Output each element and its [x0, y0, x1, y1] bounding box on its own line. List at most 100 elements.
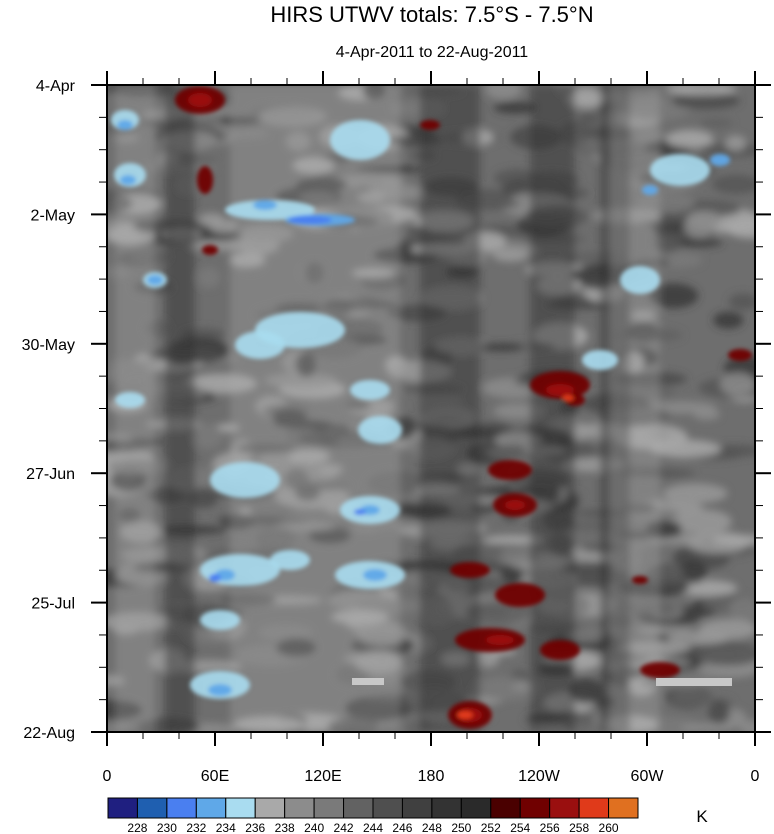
colorbar-box: [225, 797, 256, 819]
field-feature: [620, 266, 660, 294]
colorbar-level-label: 254: [510, 821, 530, 834]
field-feature: [642, 185, 658, 195]
colorbar-box: [519, 797, 551, 819]
field-patch: [699, 619, 755, 640]
field-patch: [477, 343, 524, 352]
colorbar-box: [608, 797, 639, 819]
field-patch: [729, 596, 755, 623]
colorbar-box: [195, 797, 227, 819]
field-feature: [120, 175, 136, 185]
colorbar-box: [284, 797, 315, 819]
field-feature: [210, 462, 280, 498]
field-features: [111, 86, 752, 729]
field-patch: [669, 687, 714, 707]
colorbar-box: [401, 797, 433, 819]
field-light-band: [610, 85, 660, 732]
colorbar-box: [431, 797, 462, 819]
x-axis: 0 60E 120E 180 120W 60W 0: [103, 71, 760, 785]
field-patch: [671, 509, 732, 535]
field-feature: [208, 684, 232, 696]
field-patch: [578, 111, 599, 127]
field-patch: [725, 135, 747, 151]
field-feature: [235, 331, 285, 359]
field-patch: [483, 535, 543, 545]
x-tick-label: 0: [103, 768, 112, 785]
colorbar-box: [313, 797, 345, 819]
field-feature: [115, 392, 145, 408]
field-feature: [358, 416, 402, 444]
field-feature: [288, 216, 332, 224]
field-feature: [270, 550, 310, 570]
field-feature: [650, 154, 710, 186]
field-patch: [712, 534, 755, 546]
colorbar-level-label: 234: [216, 821, 236, 834]
x-tick-label: 120W: [518, 768, 561, 785]
field-patch: [510, 682, 532, 692]
colorbar-box: [166, 797, 197, 819]
field-patch: [711, 174, 755, 194]
colorbar-box: [254, 797, 286, 819]
field-feature: [350, 380, 390, 400]
colorbar-level-label: 246: [392, 821, 412, 834]
field-patch: [726, 218, 755, 239]
chart-subtitle: 4-Apr-2011 to 22-Aug-2011: [336, 44, 529, 61]
colorbar-level-label: 232: [186, 821, 206, 834]
field-feature: [486, 635, 514, 645]
field-feature: [450, 562, 490, 578]
y-tick-label: 30-May: [22, 337, 75, 354]
colorbar: 228 230 232 234 236 238 240 242 244 246 248 250 252 2…: [107, 797, 639, 834]
field-feature: [728, 349, 752, 361]
field-patch: [694, 643, 755, 666]
colorbar-level-label: 242: [334, 821, 354, 834]
field-feature: [505, 500, 525, 510]
field-patch: [567, 89, 607, 108]
y-tick-label: 4-Apr: [36, 78, 76, 95]
colorbar-level-label: 240: [304, 821, 324, 834]
field-feature: [147, 275, 163, 285]
field-feature: [117, 120, 133, 130]
field-feature: [495, 583, 545, 607]
x-tick-label: 0: [751, 768, 760, 785]
field-patch: [565, 628, 606, 643]
field-patch: [671, 92, 740, 110]
field-feature: [363, 569, 387, 581]
field-feature: [209, 574, 221, 582]
colorbar-units-label: K: [696, 807, 708, 826]
colorbar-level-label: 250: [451, 821, 471, 834]
y-tick-label: 25-Jul: [31, 596, 75, 613]
y-tick-label: 2-May: [31, 207, 75, 224]
colorbar-level-label: 244: [363, 821, 383, 834]
field-feature: [710, 154, 730, 166]
x-tick-label: 60E: [201, 768, 229, 785]
field-feature: [330, 120, 390, 160]
chart-title: HIRS UTWV totals: 7.5°S - 7.5°N: [270, 2, 593, 27]
field-patch: [662, 483, 728, 504]
field-feature: [488, 460, 532, 480]
field-feature: [420, 120, 440, 130]
plot-area: [107, 85, 755, 732]
field-dark-band: [530, 85, 575, 732]
colorbar-level-label: 238: [275, 821, 295, 834]
field-patch: [188, 487, 218, 508]
y-tick-label: 22-Aug: [23, 725, 75, 742]
colorbar-level-label: 260: [599, 821, 619, 834]
field-feature: [457, 711, 473, 719]
field-patch: [648, 283, 699, 309]
colorbar-box: [372, 797, 403, 819]
colorbar-level-label: 230: [157, 821, 177, 834]
field-feature: [632, 576, 648, 584]
field-patch: [493, 101, 537, 114]
field-light-band: [230, 85, 400, 732]
field-patch: [492, 249, 528, 262]
field-patch: [719, 372, 755, 396]
field-patch: [501, 562, 523, 586]
field-patch: [650, 401, 716, 414]
field-feature: [202, 245, 218, 255]
colorbar-box: [549, 797, 580, 819]
field-feature: [640, 662, 680, 678]
colorbar-level-label: 252: [481, 821, 501, 834]
field-patch: [665, 85, 737, 96]
field-light-band: [115, 85, 155, 732]
colorbar-box: [136, 797, 168, 819]
